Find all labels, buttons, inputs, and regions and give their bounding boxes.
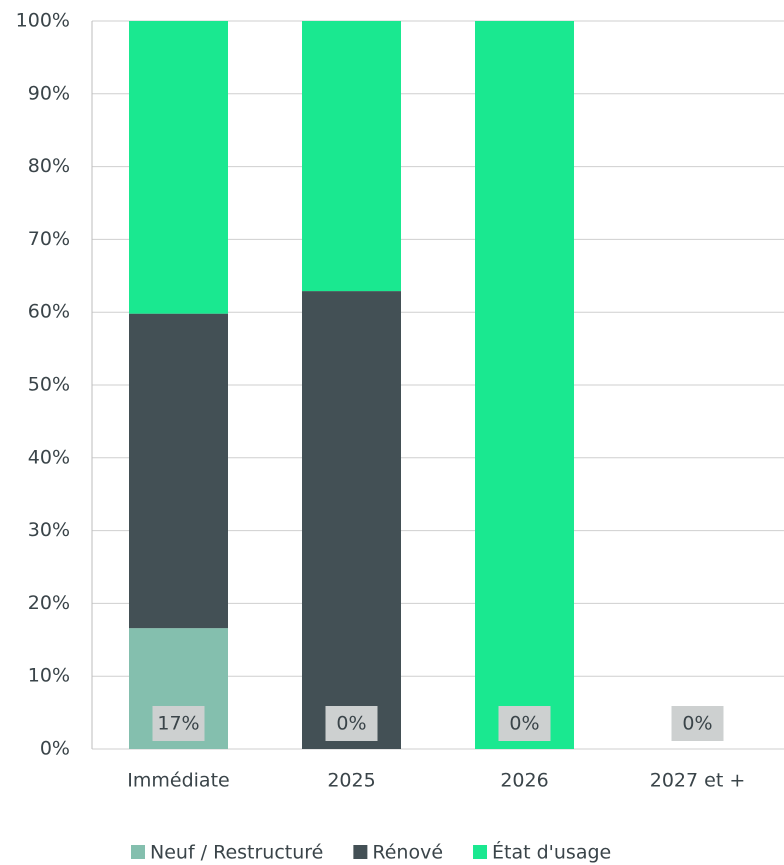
data-label: 0% xyxy=(336,713,366,735)
bar-segment xyxy=(302,21,401,292)
y-tick-label: 70% xyxy=(28,228,70,250)
bar-segment xyxy=(302,291,401,749)
data-label: 0% xyxy=(682,713,712,735)
x-tick-label: 2026 xyxy=(500,770,548,792)
bar-segment xyxy=(129,21,228,314)
legend-swatch xyxy=(131,845,145,859)
y-tick-label: 60% xyxy=(28,301,70,323)
legend-label: État d'usage xyxy=(492,841,611,864)
legend-swatch xyxy=(473,845,488,859)
x-tick-label: 2025 xyxy=(327,770,375,792)
legend-label: Rénové xyxy=(372,842,443,864)
y-tick-label: 100% xyxy=(16,10,70,32)
bar-segment xyxy=(475,21,574,749)
y-tick-label: 0% xyxy=(40,738,70,760)
data-label-box xyxy=(671,706,724,741)
y-tick-label: 30% xyxy=(28,519,70,541)
data-label: 0% xyxy=(509,713,539,735)
x-tick-label: 2027 et + xyxy=(650,770,746,792)
y-tick-label: 90% xyxy=(28,82,70,104)
y-tick-label: 80% xyxy=(28,155,70,177)
bar-segment xyxy=(129,313,228,629)
y-tick-label: 20% xyxy=(28,592,70,614)
data-label-box xyxy=(325,706,378,741)
y-tick-label: 40% xyxy=(28,446,70,468)
y-tick-label: 50% xyxy=(28,374,70,396)
y-tick-label: 10% xyxy=(28,665,70,687)
x-tick-label: Immédiate xyxy=(127,770,229,792)
legend-swatch xyxy=(353,845,368,859)
data-label: 17% xyxy=(157,713,199,735)
legend-label: Neuf / Restructuré xyxy=(150,842,323,864)
data-label-box xyxy=(498,706,551,741)
data-label-box xyxy=(152,706,205,741)
